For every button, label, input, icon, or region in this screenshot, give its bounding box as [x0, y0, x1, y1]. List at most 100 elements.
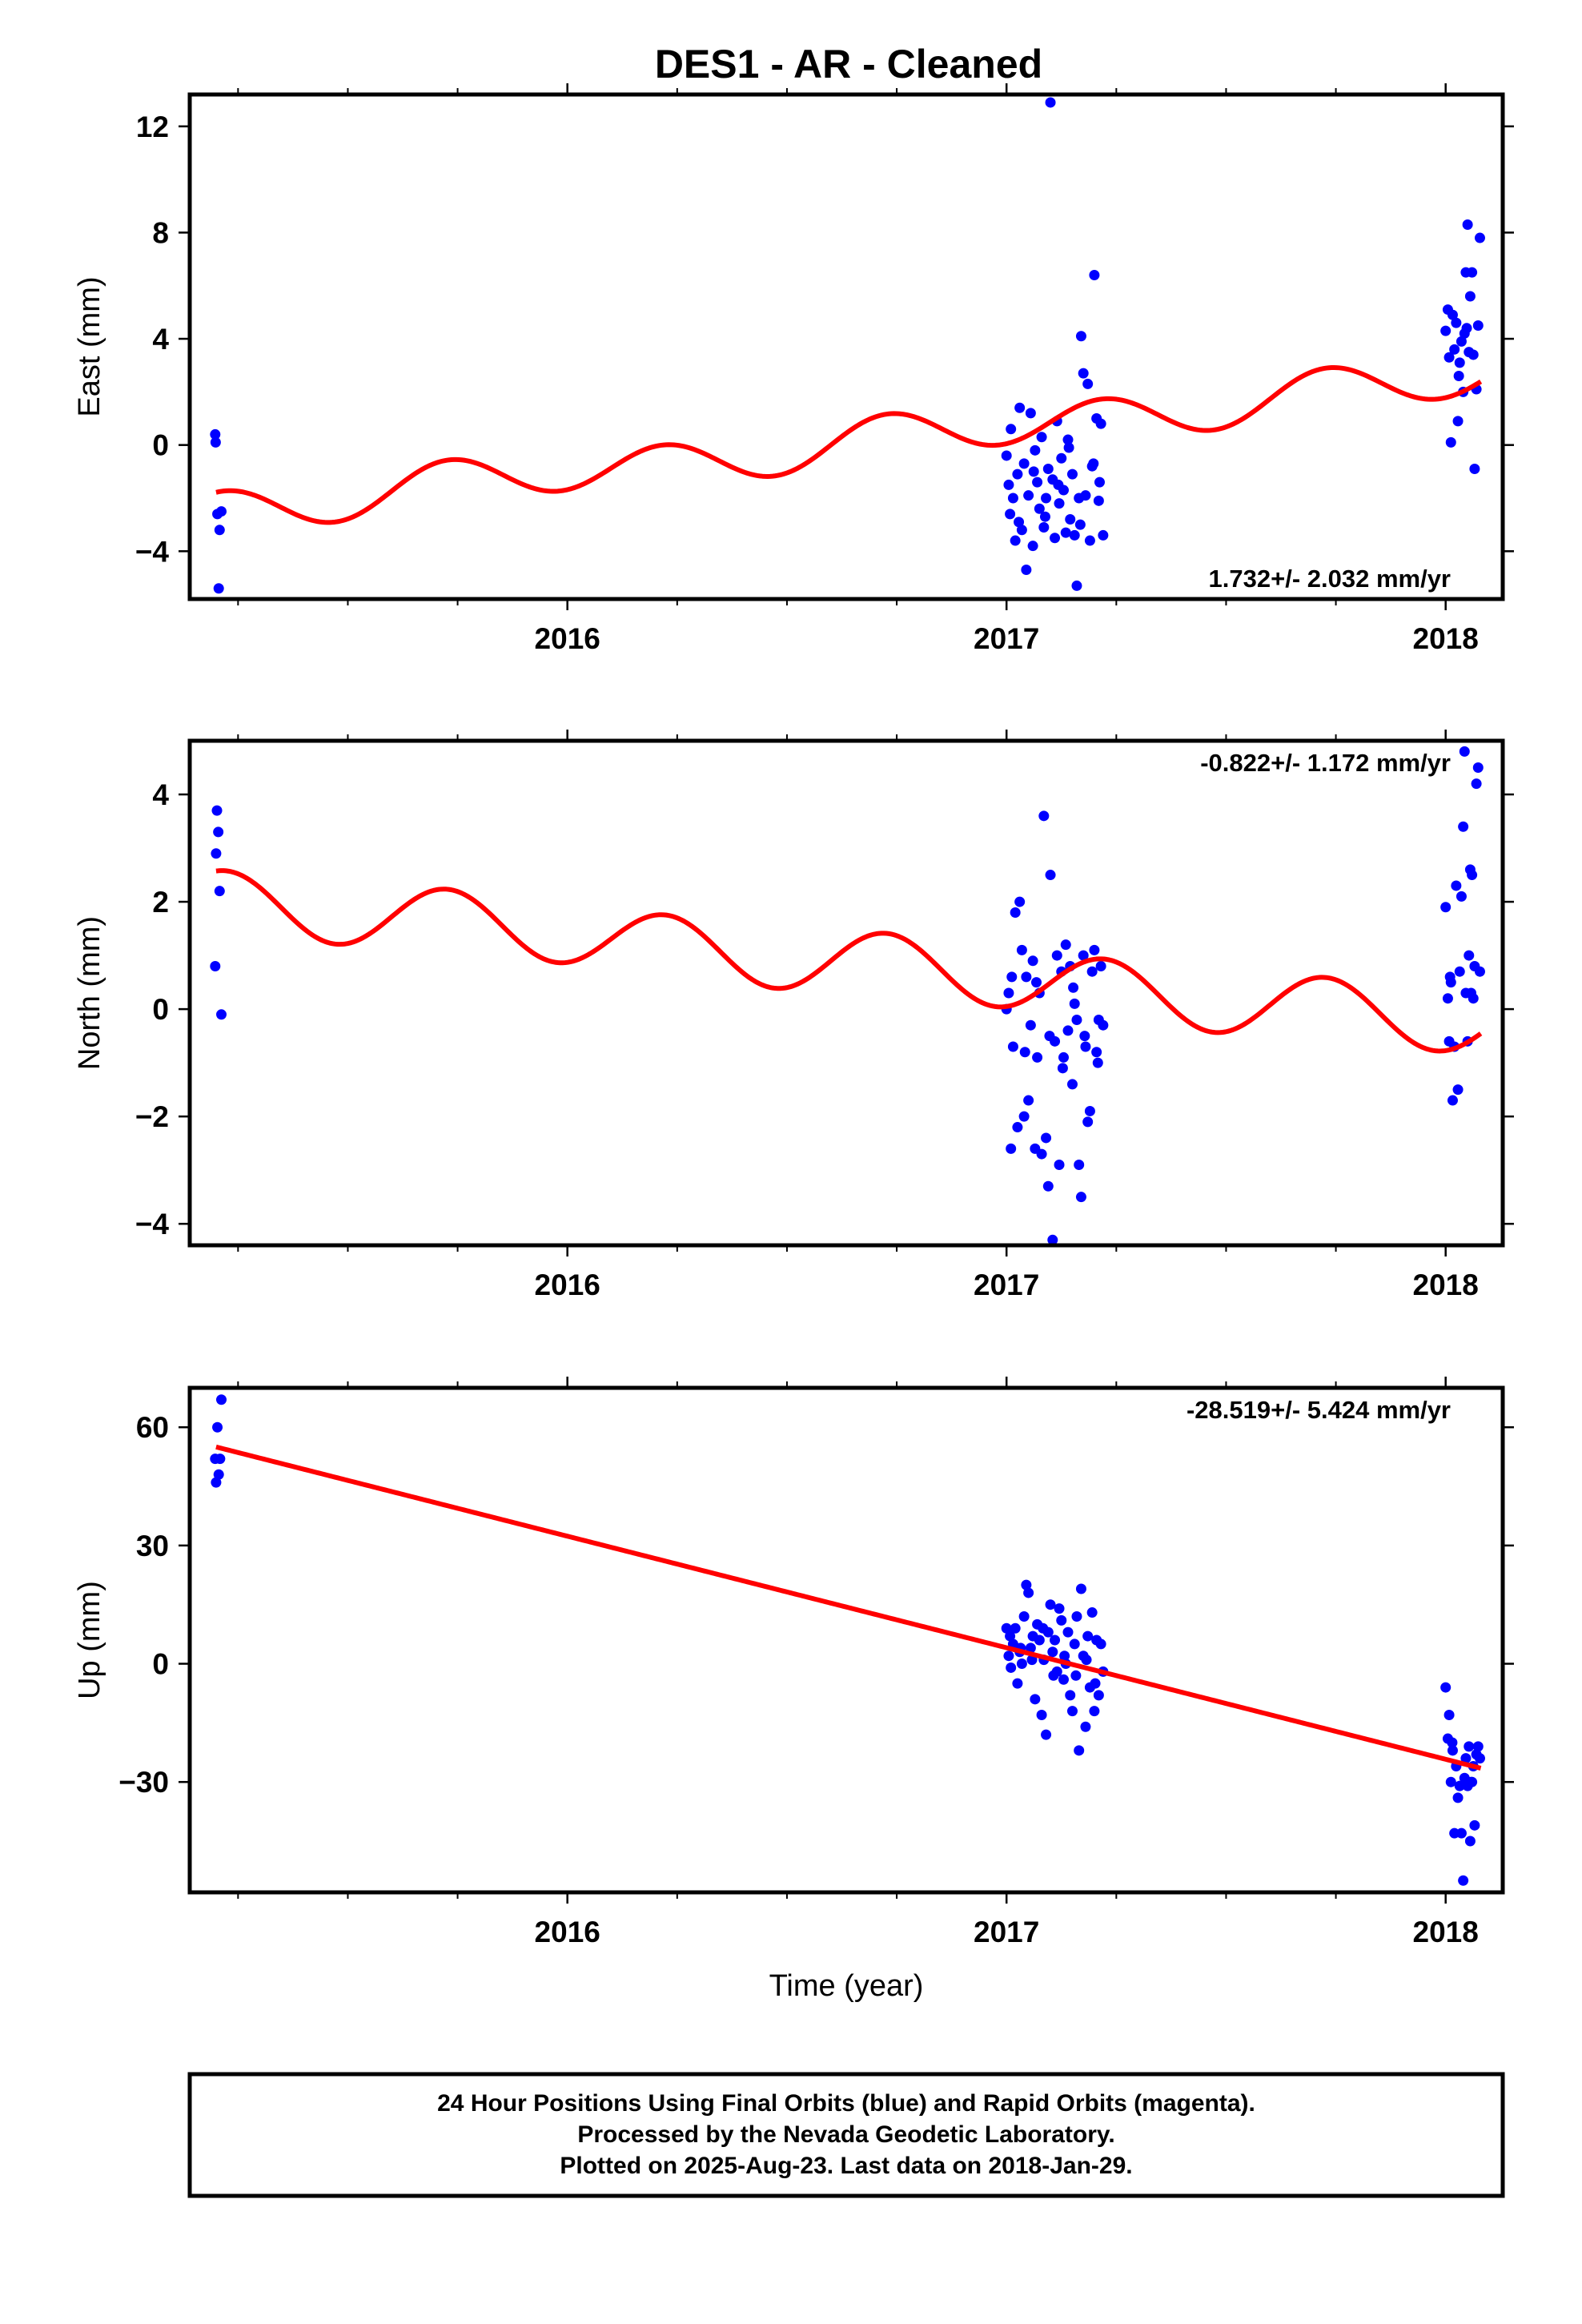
east-data-point — [1036, 432, 1047, 443]
east-data-point — [1094, 476, 1105, 488]
north-data-point — [1007, 1041, 1018, 1052]
up-data-point — [1059, 1651, 1070, 1662]
east-data-point — [1066, 468, 1078, 480]
north-data-point — [1027, 955, 1038, 967]
east-data-point — [1098, 529, 1109, 541]
east-data-point — [1468, 349, 1479, 360]
up-data-point — [1460, 1753, 1472, 1764]
east-data-point — [1447, 309, 1458, 320]
up-data-point — [1006, 1662, 1017, 1673]
east-data-point — [1006, 424, 1017, 435]
north-data-point — [1006, 1143, 1017, 1154]
up-data-point — [1093, 1690, 1104, 1701]
north-data-point — [1440, 902, 1452, 913]
chart-title: DES1 - AR - Cleaned — [655, 42, 1042, 86]
up-model-line — [215, 1444, 1482, 1771]
north-data-point — [1086, 966, 1098, 977]
north-data-point — [1442, 993, 1453, 1004]
up-data-layer — [210, 1394, 1485, 1886]
north-data-point — [211, 848, 222, 859]
east-data-point — [1474, 232, 1485, 243]
east-data-point — [1039, 511, 1050, 522]
up-data-point — [1458, 1875, 1469, 1886]
panels-container: 2016 2017 2018 −4 0 4 8 12 East (mm) 1.732+/- 2.0… — [73, 83, 1514, 1948]
north-data-point — [210, 960, 221, 971]
east-data-point — [214, 525, 225, 536]
north-y-tick-label: 4 — [152, 778, 169, 811]
east-data-point — [1093, 495, 1104, 506]
north-data-point — [1025, 1019, 1036, 1031]
north-panel: 2016 2017 2018 −4 −2 0 2 4 North (mm) -0.822+/- 1… — [73, 730, 1514, 1301]
east-data-point — [210, 428, 221, 440]
north-plot-frame — [187, 738, 1505, 1248]
east-data-point — [1440, 325, 1452, 336]
north-model-line — [215, 868, 1483, 1054]
up-data-point — [1058, 1674, 1070, 1685]
north-data-point — [1047, 1234, 1058, 1245]
up-data-point — [1452, 1792, 1464, 1803]
east-y-tick-label: 4 — [152, 323, 169, 356]
up-data-point — [1025, 1642, 1036, 1654]
north-data-point — [211, 805, 223, 816]
north-data-point — [213, 826, 224, 838]
north-data-point — [1075, 1192, 1086, 1203]
east-data-point — [1060, 527, 1071, 538]
north-data-point — [215, 1009, 227, 1020]
up-data-point — [1030, 1694, 1041, 1705]
east-data-point — [1050, 533, 1061, 544]
footer-line-2: Processed by the Nevada Geodetic Laborat… — [577, 2121, 1114, 2148]
up-data-point — [1010, 1622, 1021, 1634]
up-data-point — [1440, 1682, 1452, 1693]
east-data-point — [1462, 219, 1473, 230]
east-data-point — [1088, 458, 1099, 469]
north-data-point — [1092, 1057, 1103, 1068]
up-data-point — [1056, 1614, 1067, 1626]
up-data-point — [211, 1477, 222, 1488]
east-data-point — [1014, 402, 1026, 413]
east-y-tick-label: 8 — [152, 216, 169, 249]
north-rate-label: -0.822+/- 1.172 mm/yr — [1200, 749, 1451, 777]
up-data-point — [1016, 1659, 1027, 1670]
up-data-point — [1447, 1745, 1458, 1756]
east-data-point — [1038, 521, 1050, 533]
north-y-tick-label: −4 — [135, 1208, 170, 1240]
north-data-point — [1464, 950, 1475, 961]
east-data-point — [1082, 378, 1094, 389]
east-data-point — [1464, 291, 1476, 302]
up-data-point — [1003, 1651, 1014, 1662]
up-data-point — [1474, 1753, 1485, 1764]
up-data-point — [1086, 1607, 1098, 1618]
east-data-point — [1003, 479, 1014, 490]
up-data-point — [1445, 1776, 1456, 1787]
up-data-point — [1464, 1835, 1476, 1847]
north-data-point — [1078, 950, 1089, 961]
up-data-point — [1466, 1776, 1477, 1787]
east-data-point — [1095, 418, 1106, 429]
north-data-point — [1466, 987, 1477, 999]
east-data-point — [1018, 458, 1030, 469]
up-data-point — [1081, 1655, 1092, 1666]
footer-line-1: 24 Hour Positions Using Final Orbits (bl… — [437, 2090, 1255, 2117]
east-data-point — [1012, 468, 1023, 480]
north-y-tick-label: 2 — [152, 886, 169, 919]
up-panel: 2016 2017 2018 −30 0 30 60 Up (mm) -28.519+/- 5.… — [73, 1377, 1514, 1948]
up-data-point — [1464, 1741, 1475, 1752]
up-y-tick-label: 30 — [136, 1530, 169, 1562]
up-data-point — [1472, 1741, 1484, 1752]
north-data-point — [1057, 1063, 1068, 1074]
up-rate-label: -28.519+/- 5.424 mm/yr — [1186, 1396, 1451, 1424]
north-data-point — [1023, 1095, 1034, 1106]
east-data-point — [1080, 490, 1091, 501]
north-data-point — [1068, 982, 1079, 993]
east-data-point — [1025, 408, 1036, 419]
up-data-point — [1090, 1678, 1101, 1689]
north-data-point — [1016, 944, 1027, 955]
north-data-point — [1080, 1041, 1091, 1052]
north-data-point — [1071, 1015, 1082, 1026]
up-y-tick-label: 60 — [136, 1411, 169, 1444]
north-data-point — [1079, 1031, 1090, 1042]
east-data-point — [1028, 466, 1039, 477]
north-data-point — [1019, 1047, 1030, 1058]
north-data-point — [1098, 1019, 1109, 1031]
